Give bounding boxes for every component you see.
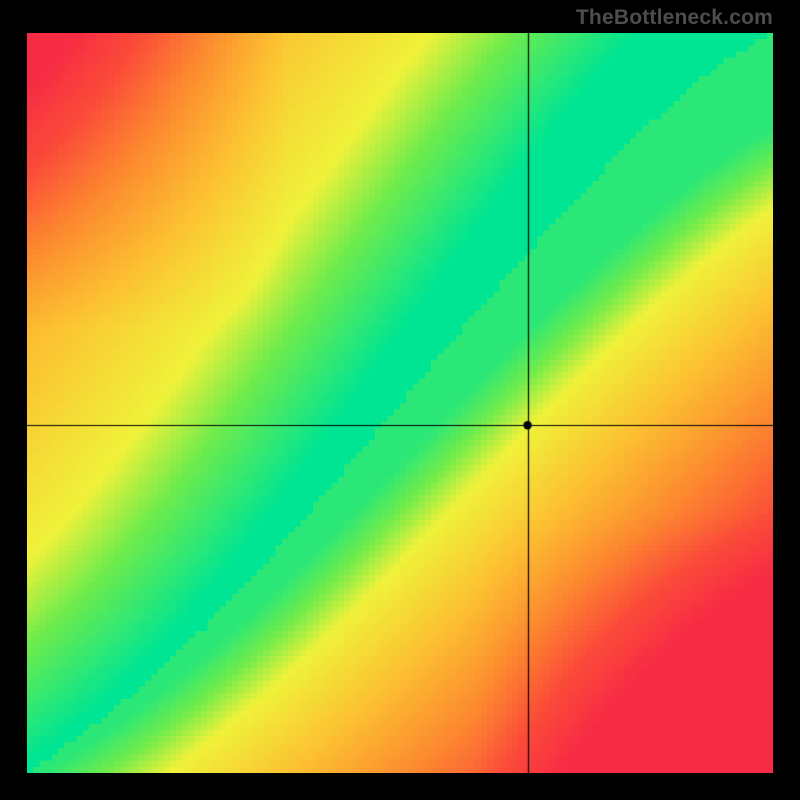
watermark-text: TheBottleneck.com (576, 6, 773, 30)
crosshair-overlay (27, 33, 773, 773)
